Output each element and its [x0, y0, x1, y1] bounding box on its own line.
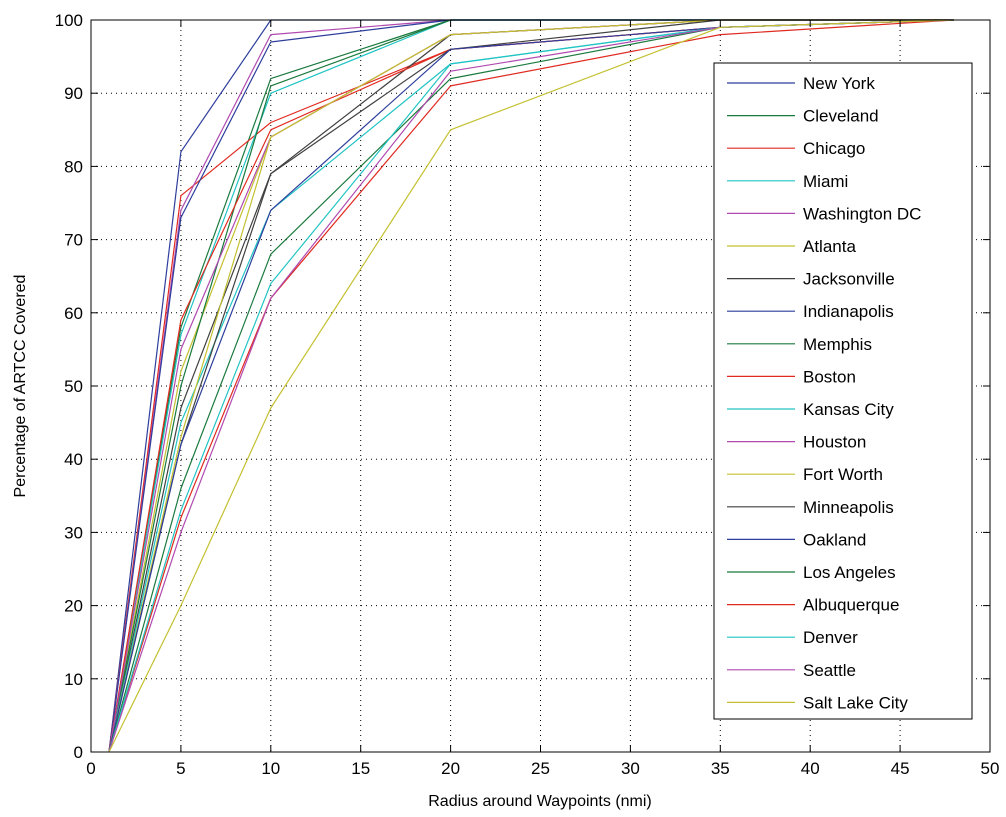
legend-label: New York	[803, 74, 875, 93]
legend-label: Washington DC	[803, 204, 921, 223]
x-tick-label: 15	[351, 759, 370, 778]
legend-label: Cleveland	[803, 107, 879, 126]
legend-label: Denver	[803, 628, 858, 647]
legend-label: Jacksonville	[803, 270, 895, 289]
y-tick-label: 10	[64, 670, 83, 689]
legend-label: Fort Worth	[803, 465, 883, 484]
legend-label: Seattle	[803, 661, 856, 680]
y-tick-label: 0	[74, 743, 83, 762]
y-axis-label: Percentage of ARTCC Covered	[12, 275, 29, 498]
x-tick-label: 35	[711, 759, 730, 778]
axis-ticks: 0 5 10 15 20 25 30 35 40 45 50 0 10 20 30 40 50 60 70 80 90 1…	[55, 11, 1000, 778]
series-line-17	[108, 19, 955, 753]
y-tick-label: 50	[64, 377, 83, 396]
legend-label: Houston	[803, 433, 866, 452]
x-tick-label: 10	[261, 759, 280, 778]
legend-label: Memphis	[803, 335, 872, 354]
x-tick-label: 40	[801, 759, 820, 778]
y-tick-label: 30	[64, 523, 83, 542]
y-tick-label: 60	[64, 304, 83, 323]
x-tick-label: 5	[176, 759, 185, 778]
legend-label: Minneapolis	[803, 498, 894, 517]
x-tick-label: 45	[891, 759, 910, 778]
legend-label: Los Angeles	[803, 563, 896, 582]
legend-label: Indianapolis	[803, 302, 894, 321]
x-axis-label: Radius around Waypoints (nmi)	[428, 793, 652, 810]
x-tick-label: 0	[86, 759, 95, 778]
y-tick-label: 80	[64, 157, 83, 176]
y-tick-label: 90	[64, 84, 83, 103]
legend-label: Miami	[803, 172, 848, 191]
y-tick-label: 40	[64, 450, 83, 469]
legend-label: Salt Lake City	[803, 693, 908, 712]
x-tick-label: 20	[441, 759, 460, 778]
x-tick-label: 30	[621, 759, 640, 778]
legend-label: Kansas City	[803, 400, 894, 419]
legend-label: Chicago	[803, 139, 865, 158]
series-line-20	[108, 19, 955, 753]
legend-box	[713, 62, 973, 720]
legend-label: Boston	[803, 367, 856, 386]
x-tick-label: 25	[531, 759, 550, 778]
y-tick-label: 70	[64, 231, 83, 250]
legend-label: Oakland	[803, 530, 866, 549]
legend-label: Albuquerque	[803, 596, 899, 615]
y-tick-label: 100	[55, 11, 83, 30]
x-tick-label: 50	[981, 759, 1000, 778]
legend-label: Atlanta	[803, 237, 856, 256]
legend: New York Cleveland Chicago Miami Washington …	[713, 62, 973, 720]
y-tick-label: 20	[64, 597, 83, 616]
